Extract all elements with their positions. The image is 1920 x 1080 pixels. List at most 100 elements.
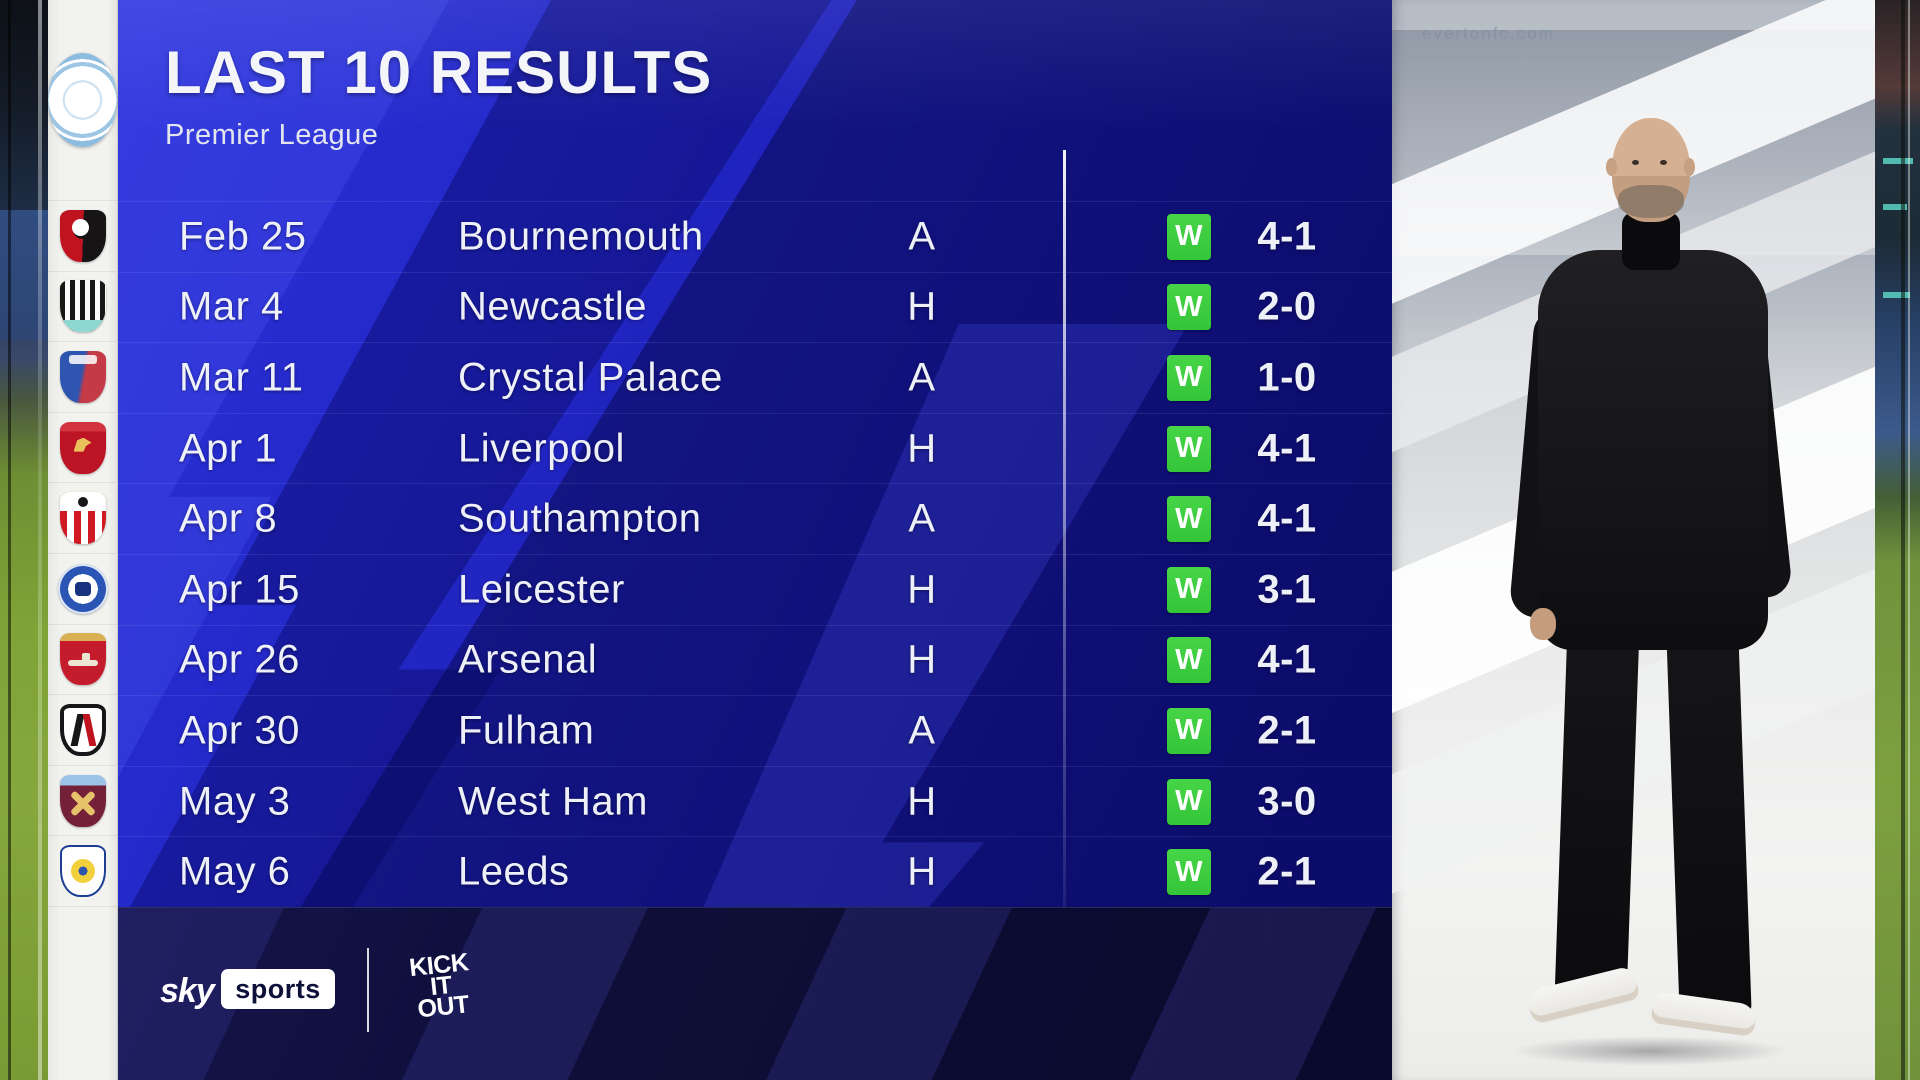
rail-cell <box>48 342 117 413</box>
match-date: Apr 30 <box>179 708 300 753</box>
result-badge: W <box>1167 637 1211 684</box>
person-hand <box>1530 608 1556 640</box>
manchester-city-crest-icon <box>48 53 117 147</box>
match-score: 3-0 <box>1257 779 1317 824</box>
match-date: Apr 15 <box>179 567 300 612</box>
rail-cell <box>48 625 117 696</box>
match-score: 4-1 <box>1257 426 1317 471</box>
result-row: Feb 25 Bournemouth A W 4-1 <box>118 201 1392 272</box>
rail-cell <box>48 695 117 766</box>
venue-indicator: H <box>907 284 937 329</box>
logo-divider <box>367 948 369 1032</box>
opponent-name: Leeds <box>458 849 570 894</box>
match-score: 4-1 <box>1257 496 1317 541</box>
person-head <box>1612 118 1690 222</box>
stadium-feed-right <box>1875 0 1920 1080</box>
panel-sheen <box>118 0 1392 130</box>
venue-indicator: A <box>908 496 936 541</box>
table-column-divider <box>1063 150 1066 907</box>
match-date: Apr 1 <box>179 426 278 471</box>
match-score: 2-0 <box>1257 284 1317 329</box>
stadium-watermark: evertonfc.com <box>1422 24 1555 43</box>
opponent-name: Crystal Palace <box>458 355 723 400</box>
rail-cell <box>48 766 117 837</box>
arsenal-crest-icon <box>59 633 106 686</box>
liverpool-crest-icon <box>59 421 106 474</box>
fulham-crest-icon <box>59 703 106 756</box>
result-row: Mar 11 Crystal Palace A W 1-0 <box>118 342 1392 413</box>
club-crest-rail <box>48 0 118 1080</box>
results-table: Feb 25 Bournemouth A W 4-1 Mar 4 Newcast… <box>118 201 1392 907</box>
result-badge: W <box>1167 849 1211 896</box>
match-score: 2-1 <box>1257 849 1317 894</box>
stadium-screen <box>1883 204 1907 210</box>
rail-cell-club <box>48 0 117 201</box>
match-date: Apr 26 <box>179 637 300 682</box>
result-row: Apr 8 Southampton A W 4-1 <box>118 483 1392 554</box>
venue-indicator: H <box>907 849 937 894</box>
person-ear <box>1606 158 1617 176</box>
sky-logo: sky <box>160 972 215 1010</box>
divider <box>38 0 42 1080</box>
divider <box>1908 0 1910 1080</box>
match-date: Mar 4 <box>179 284 284 329</box>
sky-sports-logo: sports <box>221 969 335 1009</box>
result-row: Apr 1 Liverpool H W 4-1 <box>118 412 1392 484</box>
venue-indicator: A <box>908 214 936 259</box>
opponent-name: Southampton <box>458 496 702 541</box>
opponent-name: Fulham <box>458 708 595 753</box>
rail-cell <box>48 554 117 625</box>
match-score: 4-1 <box>1257 637 1317 682</box>
floor-shadow <box>1510 1036 1790 1066</box>
leicester-crest-icon <box>57 563 108 614</box>
venue-indicator: A <box>908 355 936 400</box>
venue-indicator: H <box>907 426 937 471</box>
bournemouth-crest-icon <box>59 209 106 262</box>
match-date: Mar 11 <box>179 355 304 400</box>
result-badge: W <box>1167 284 1211 331</box>
result-badge: W <box>1167 778 1211 825</box>
person-jacket <box>1538 250 1768 650</box>
results-panel: LAST 10 RESULTS Premier League Feb 25 Bo… <box>118 0 1392 1080</box>
divider <box>1901 0 1905 1080</box>
opponent-name: West Ham <box>458 779 648 824</box>
result-row: Mar 4 Newcastle H W 2-0 <box>118 271 1392 343</box>
result-badge: W <box>1167 566 1211 613</box>
rail-cell <box>48 201 117 272</box>
west-ham-crest-icon <box>59 774 106 827</box>
result-badge: W <box>1167 213 1211 260</box>
opponent-name: Newcastle <box>458 284 648 329</box>
match-date: May 3 <box>179 779 291 824</box>
result-badge: W <box>1167 425 1211 472</box>
match-date: Apr 8 <box>179 496 278 541</box>
venue-indicator: H <box>907 567 937 612</box>
competition-subtitle: Premier League <box>165 119 379 151</box>
match-score: 2-1 <box>1257 708 1317 753</box>
kick-it-out-line: OUT <box>416 989 471 1023</box>
venue-indicator: H <box>907 779 937 824</box>
opponent-name: Arsenal <box>458 637 598 682</box>
result-row: Apr 30 Fulham A W 2-1 <box>118 695 1392 766</box>
manager-photo <box>1500 100 1800 1080</box>
venue-indicator: H <box>907 637 937 682</box>
result-row: Apr 26 Arsenal H W 4-1 <box>118 624 1392 696</box>
match-score: 4-1 <box>1257 214 1317 259</box>
opponent-name: Leicester <box>458 567 625 612</box>
result-badge: W <box>1167 496 1211 543</box>
header-block: LAST 10 RESULTS Premier League <box>165 38 712 152</box>
stadium-screen <box>1883 158 1913 164</box>
page-title: LAST 10 RESULTS <box>165 39 713 106</box>
southampton-crest-icon <box>59 492 106 545</box>
match-score: 1-0 <box>1257 355 1317 400</box>
match-date: Feb 25 <box>179 214 307 259</box>
rail-cell <box>48 413 117 484</box>
divider <box>8 0 11 1080</box>
crystal-palace-crest-icon <box>59 350 106 403</box>
rail-cell <box>48 272 117 343</box>
venue-indicator: A <box>908 708 936 753</box>
rail-cell <box>48 836 117 907</box>
result-badge: W <box>1167 354 1211 401</box>
person-eye <box>1632 160 1639 165</box>
result-badge: W <box>1167 707 1211 754</box>
